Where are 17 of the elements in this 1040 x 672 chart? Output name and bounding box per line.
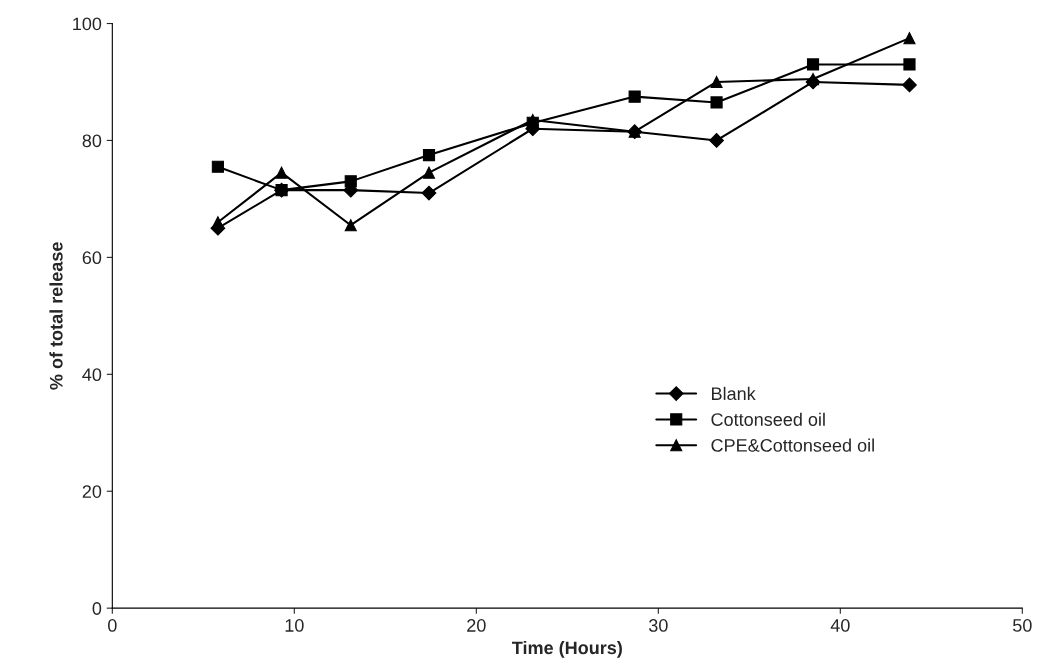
y-tick-label: 100 <box>73 17 102 31</box>
legend-label: CPE&Cottonseed oil <box>711 438 874 452</box>
y-tick-label: 40 <box>82 368 102 382</box>
x-axis-title: Time (Hours) <box>512 640 622 658</box>
y-tick-label: 0 <box>92 602 102 615</box>
y-tick-label: 60 <box>82 251 102 265</box>
x-tick-label: 20 <box>467 619 486 632</box>
x-tick-label: 30 <box>648 619 668 632</box>
x-tick-label: 0 <box>108 619 117 632</box>
legend-label: Blank <box>712 386 756 401</box>
x-tick-label: 50 <box>1013 619 1032 632</box>
y-tick-label: 80 <box>82 134 102 148</box>
y-axis-title: % of total release <box>49 242 63 390</box>
x-tick-label: 10 <box>285 619 304 632</box>
y-tick-label: 20 <box>82 485 102 498</box>
legend-label: Cottonseed oil <box>711 412 825 426</box>
x-tick-label: 40 <box>830 619 850 632</box>
